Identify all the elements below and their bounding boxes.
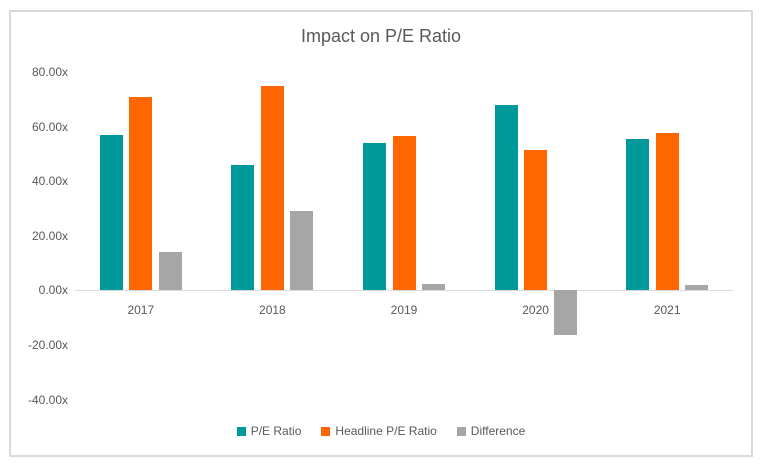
legend-marker-icon <box>236 426 246 436</box>
chart-bar <box>99 134 123 291</box>
legend-label: Difference <box>470 424 526 438</box>
x-tick-label: 2017 <box>127 303 155 317</box>
chart-title: Impact on P/E Ratio <box>300 26 462 46</box>
chart-legend: P/E Ratio Headline P/E Ratio Difference <box>9 424 753 438</box>
x-tick-label: 2018 <box>259 303 286 317</box>
x-tick-label: 2020 <box>522 303 549 317</box>
chart-bar <box>290 211 314 291</box>
chart-bar <box>392 136 416 291</box>
chart-bar <box>655 133 679 291</box>
x-tick-label: 2019 <box>390 303 418 317</box>
chart-bar <box>626 138 650 291</box>
chart-bar <box>524 149 548 291</box>
chart-bar <box>422 283 445 291</box>
legend-marker-icon <box>456 426 466 436</box>
chart-bar <box>260 85 284 291</box>
y-tick-label: 80.00x <box>31 65 68 79</box>
y-tick-label: -40.00x <box>27 392 68 407</box>
zero-axis-line <box>75 290 733 291</box>
y-tick-label: -20.00x <box>27 337 68 352</box>
chart-bar <box>231 164 255 291</box>
legend-label: P/E Ratio <box>250 424 302 438</box>
legend-item: Headline P/E Ratio <box>321 424 437 438</box>
chart-bar <box>129 96 153 291</box>
chart-bar <box>494 104 518 291</box>
chart-bar <box>553 290 577 336</box>
legend-item: P/E Ratio <box>236 424 302 438</box>
chart-bar <box>363 142 386 291</box>
y-tick-label: 20.00x <box>31 228 68 243</box>
x-tick-label: 2021 <box>653 303 681 317</box>
legend-item: Difference <box>456 424 526 438</box>
y-tick-label: 40.00x <box>31 174 68 189</box>
legend-marker-icon <box>321 426 331 436</box>
y-tick-label: 60.00x <box>31 119 68 134</box>
chart-bar <box>685 284 709 291</box>
y-tick-label: 0.00x <box>38 283 68 298</box>
chart-bar <box>158 252 182 291</box>
legend-label: Headline P/E Ratio <box>335 424 437 438</box>
